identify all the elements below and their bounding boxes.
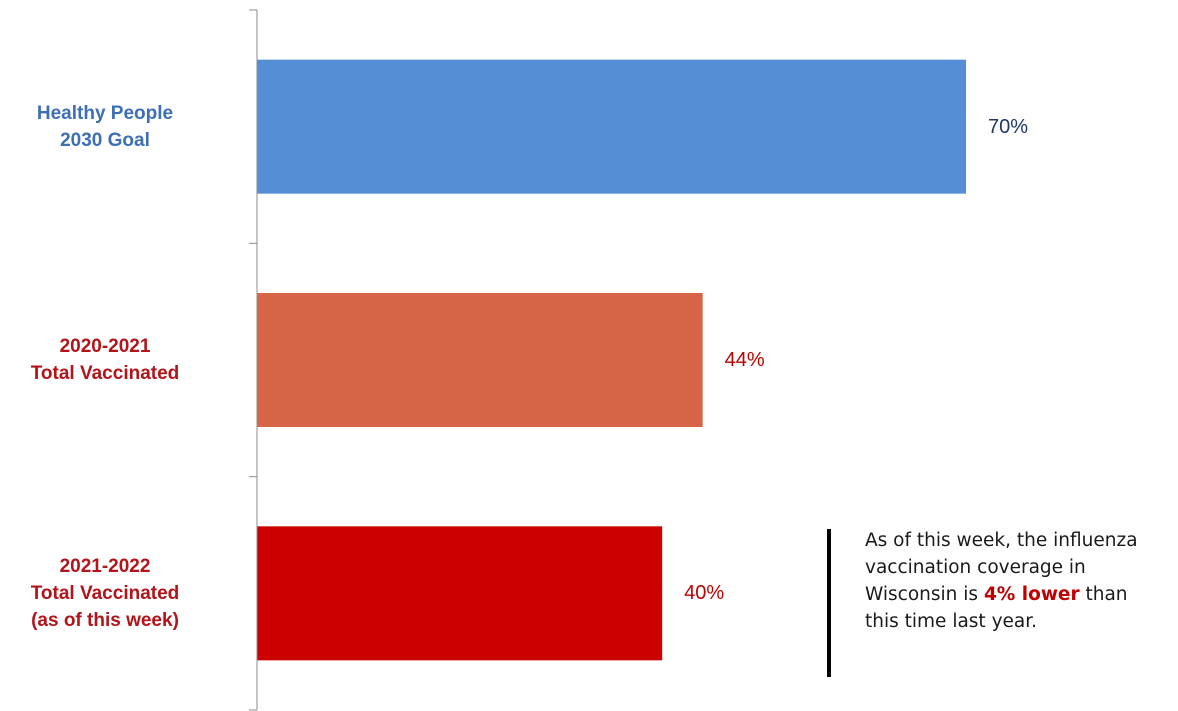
bar-1	[257, 59, 966, 194]
category-label-line: Total Vaccinated	[30, 582, 180, 604]
annotation-text: As of this week, the influenza vaccinati…	[865, 527, 1165, 635]
category-label-1: Healthy People 2030 Goal	[0, 100, 220, 154]
category-label-line: 2020-2021	[59, 336, 151, 357]
value-label-1: 70%	[988, 115, 1029, 138]
category-label-2: 2020-2021 Total Vaccinated	[0, 333, 220, 387]
category-label-3: 2021-2022 Total Vaccinated (as of this wee…	[0, 553, 220, 634]
category-label-line: 2021-2022	[59, 555, 151, 577]
annotation-highlight: 4% lower	[983, 584, 1080, 605]
category-label-line: 2030 Goal	[60, 129, 150, 151]
bar-3	[257, 526, 663, 661]
value-label-2: 44%	[724, 349, 765, 371]
category-label-line: Healthy People	[36, 102, 174, 124]
category-label-line: Total Vaccinated	[30, 363, 180, 384]
value-label-3: 40%	[684, 582, 725, 605]
annotation-text-after: than this time last year.	[865, 584, 1128, 632]
annotation-text-before: As of this week, the influenza vaccinati…	[865, 530, 1138, 605]
annotation-divider	[827, 529, 831, 677]
bar-2	[257, 293, 703, 427]
category-label-line: (as of this week)	[31, 609, 179, 631]
